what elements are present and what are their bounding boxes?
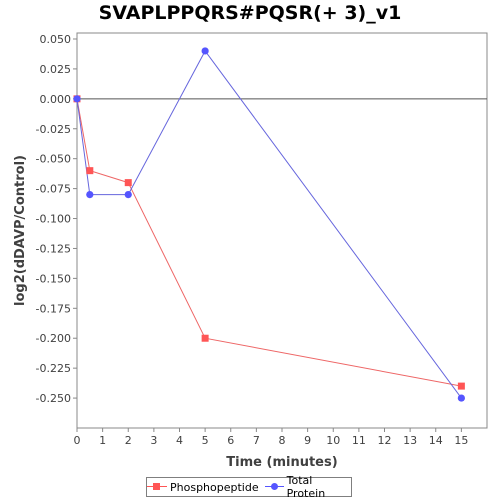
y-tick-label: 0.050 xyxy=(40,33,72,46)
legend-item-total-protein: Total Protein xyxy=(264,474,351,500)
x-tick-label: 7 xyxy=(253,434,260,447)
y-tick-label: -0.075 xyxy=(36,183,71,196)
y-axis-title: log2(dDAVP/Control) xyxy=(13,155,28,306)
y-tick-label: -0.175 xyxy=(36,302,71,315)
data-point-phosphopeptide xyxy=(86,167,94,175)
x-tick-label: 1 xyxy=(99,434,106,447)
y-tick-label: -0.100 xyxy=(36,213,71,226)
y-tick-label: -0.125 xyxy=(36,242,71,255)
x-tick-label: 6 xyxy=(227,434,234,447)
x-tick-label: 10 xyxy=(326,434,340,447)
y-tick-label: -0.200 xyxy=(36,332,71,345)
legend-label-phosphopeptide: Phosphopeptide xyxy=(170,480,259,494)
x-tick-label: 12 xyxy=(378,434,392,447)
legend-label-total-protein: Total Protein xyxy=(286,474,326,500)
x-tick-label: 0 xyxy=(74,434,81,447)
circle-marker-icon xyxy=(264,482,284,492)
data-point-total-protein xyxy=(73,95,81,103)
x-tick-label: 15 xyxy=(454,434,468,447)
data-point-total-protein xyxy=(201,47,209,55)
y-tick-label: -0.150 xyxy=(36,272,71,285)
x-tick-label: 8 xyxy=(279,434,286,447)
y-tick-label: -0.225 xyxy=(36,362,71,375)
x-tick-label: 9 xyxy=(304,434,311,447)
x-tick-label: 14 xyxy=(429,434,443,447)
x-tick-label: 11 xyxy=(352,434,366,447)
data-point-total-protein xyxy=(457,394,465,402)
y-tick-label: -0.025 xyxy=(36,123,71,136)
legend: Phosphopeptide Total Protein xyxy=(146,474,352,500)
y-tick-label: 0.000 xyxy=(40,93,72,106)
data-point-phosphopeptide xyxy=(201,334,209,342)
x-axis-title: Time (minutes) xyxy=(226,455,337,470)
y-tick-label: 0.025 xyxy=(40,63,72,76)
x-tick-label: 4 xyxy=(176,434,183,447)
y-tick-label: -0.050 xyxy=(36,153,71,166)
data-point-total-protein xyxy=(124,190,132,199)
data-point-phosphopeptide xyxy=(457,382,465,390)
x-tick-label: 5 xyxy=(202,434,209,447)
data-point-phosphopeptide xyxy=(124,179,132,187)
x-tick-label: 3 xyxy=(150,434,157,447)
legend-item-phosphopeptide: Phosphopeptide xyxy=(147,481,259,494)
plot-area xyxy=(76,32,488,429)
data-point-total-protein xyxy=(86,190,94,199)
x-tick-label: 2 xyxy=(125,434,132,447)
chart-title: SVAPLPPQRS#PQSR(+ 3)_v1 xyxy=(98,2,402,24)
y-tick-label: -0.250 xyxy=(36,392,71,405)
square-marker-icon xyxy=(147,482,167,492)
x-tick-label: 13 xyxy=(403,434,417,447)
